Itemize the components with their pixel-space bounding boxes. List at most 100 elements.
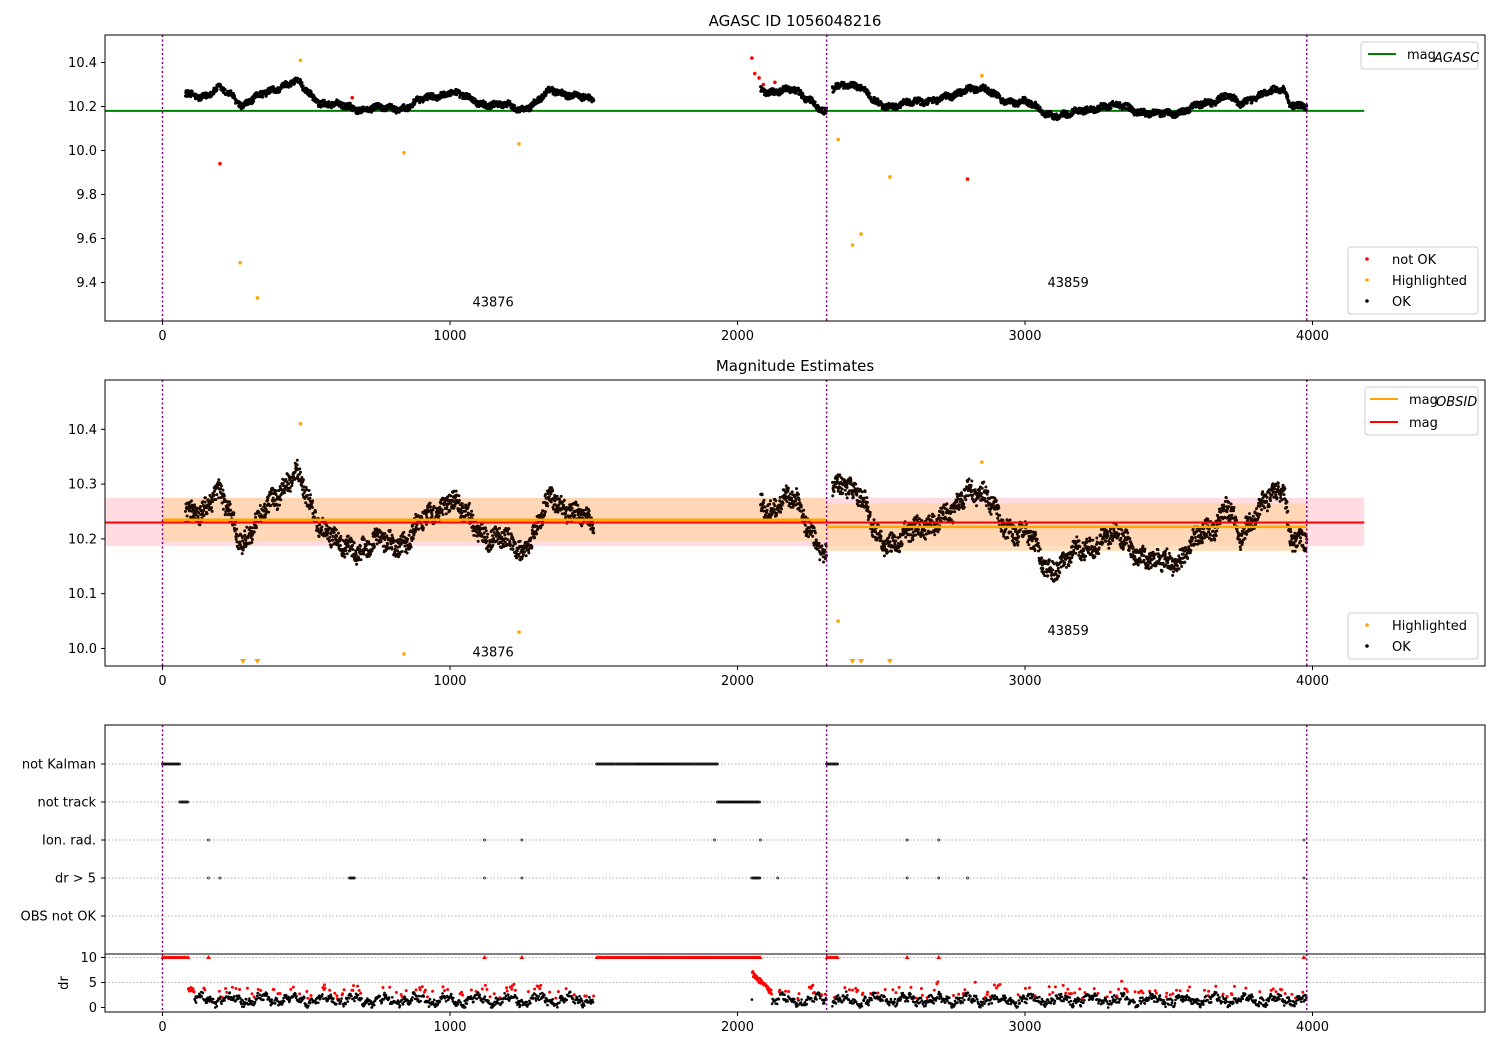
ok-point — [252, 99, 256, 103]
ok-point — [264, 94, 268, 98]
ok-point — [199, 505, 202, 508]
ok-point — [250, 540, 254, 544]
legend-label: OK — [1392, 295, 1411, 310]
x-tick-label: 4000 — [1296, 329, 1329, 344]
ok-point — [591, 523, 594, 527]
highlighted-point — [859, 232, 863, 236]
ok-point — [529, 107, 533, 111]
ok-point — [202, 514, 206, 518]
ok-point — [310, 506, 314, 509]
ok-point — [406, 537, 410, 541]
ok-point — [513, 542, 517, 546]
ok-point — [413, 102, 417, 106]
ok-point — [926, 101, 930, 105]
ok-point — [314, 510, 317, 514]
ok-point — [440, 508, 444, 512]
ok-point — [489, 547, 493, 551]
ok-point — [559, 494, 563, 498]
ok-point — [868, 91, 871, 95]
ok-point — [347, 544, 350, 548]
ok-point — [279, 498, 283, 502]
not-ok-point — [761, 82, 766, 87]
ok-point — [219, 484, 223, 488]
ok-point — [533, 536, 537, 540]
ok-point — [470, 509, 474, 513]
ok-point — [781, 501, 785, 505]
ok-point — [588, 523, 592, 527]
ok-point — [215, 87, 219, 91]
legend-label: Highlighted — [1392, 274, 1467, 289]
ok-point — [1098, 107, 1102, 111]
ok-point — [562, 498, 566, 502]
ok-point — [269, 503, 273, 507]
legend-marker — [1365, 257, 1369, 261]
ok-point — [348, 101, 352, 105]
ok-point — [287, 482, 290, 486]
highlighted-point — [850, 243, 855, 247]
ok-point — [1245, 101, 1249, 105]
ok-point — [581, 508, 585, 512]
ok-point — [212, 493, 216, 497]
ok-point — [1305, 104, 1309, 108]
y-tick-label: 10.2 — [68, 100, 97, 115]
ok-point — [276, 507, 280, 511]
ok-point — [229, 508, 233, 512]
ok-point — [476, 539, 480, 543]
obsid-label: 43876 — [472, 296, 513, 311]
ok-point — [775, 511, 779, 515]
y-tick-label: 10.4 — [68, 56, 97, 71]
ok-point — [580, 524, 584, 528]
ok-point — [242, 104, 246, 108]
ok-point — [362, 552, 366, 556]
ok-point — [803, 523, 807, 527]
highlighted-point — [836, 137, 840, 142]
chart-title: AGASC ID 1056048216 — [709, 12, 882, 30]
ok-point — [409, 545, 413, 549]
ok-point — [244, 538, 248, 542]
ok-point — [1118, 101, 1122, 105]
ok-point — [785, 500, 789, 503]
ok-point — [411, 537, 415, 540]
ok-point — [219, 83, 222, 87]
ok-point — [795, 487, 798, 491]
ok-point — [368, 542, 372, 546]
ok-point — [331, 538, 335, 542]
ok-point — [527, 551, 531, 555]
ok-point — [343, 555, 347, 559]
ok-point — [802, 508, 806, 512]
ok-point — [405, 551, 409, 555]
ok-point — [355, 562, 359, 566]
ok-point — [765, 508, 769, 512]
ok-point — [318, 523, 322, 527]
ok-point — [369, 552, 373, 556]
ok-point — [555, 494, 559, 498]
ok-point — [429, 505, 432, 509]
ok-point — [274, 489, 278, 493]
ok-point — [811, 534, 815, 538]
ok-point — [306, 493, 310, 497]
ok-point — [328, 535, 332, 539]
ok-point — [503, 533, 507, 537]
ok-point — [768, 502, 772, 506]
ok-point — [555, 497, 559, 501]
ok-point — [311, 499, 315, 503]
ok-point — [472, 533, 476, 537]
ok-point — [773, 504, 777, 508]
ok-point — [320, 525, 324, 529]
legend-label: not OK — [1392, 253, 1437, 268]
ok-point — [551, 489, 555, 493]
ok-point — [338, 544, 342, 547]
ok-point — [484, 529, 488, 533]
ok-point — [198, 523, 202, 527]
ok-point — [774, 499, 778, 503]
ok-point — [328, 539, 331, 543]
ok-point — [346, 534, 350, 538]
highlighted-point — [402, 150, 406, 155]
ok-point — [184, 509, 187, 513]
ok-point — [761, 506, 764, 510]
ok-point — [299, 78, 303, 82]
ok-point — [402, 530, 406, 534]
ok-point — [549, 492, 553, 496]
